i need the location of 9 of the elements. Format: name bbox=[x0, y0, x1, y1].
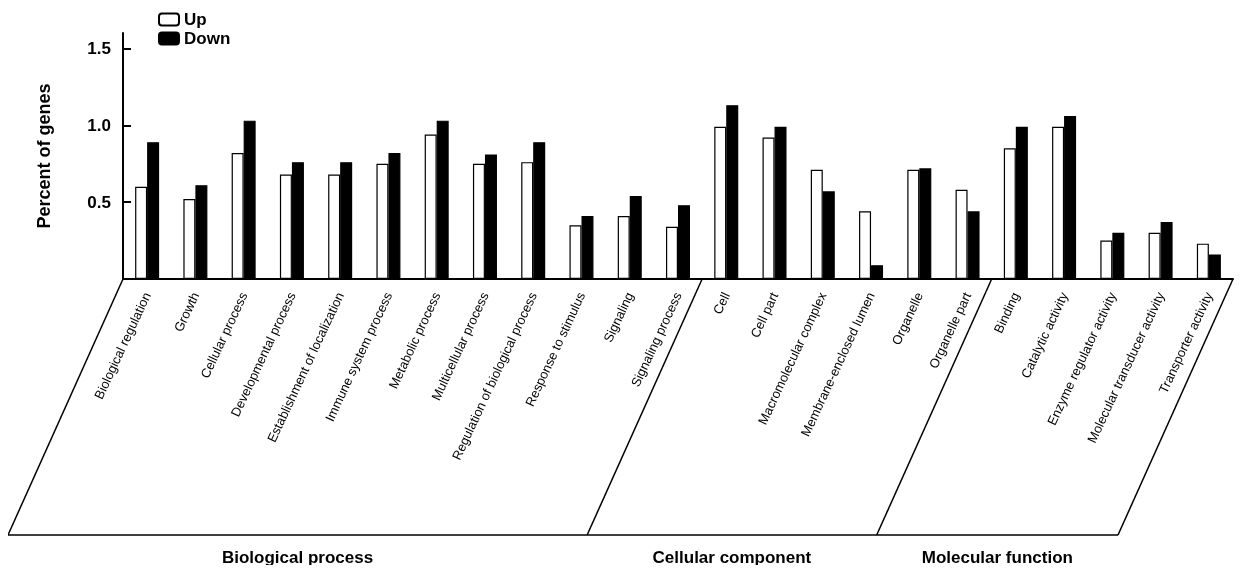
legend-label: Down bbox=[184, 29, 231, 48]
legend-label: Up bbox=[184, 10, 207, 29]
y-tick-label: 0.5 bbox=[87, 192, 111, 212]
x-tick-label: Cell bbox=[710, 289, 734, 317]
x-tick-label: Cell part bbox=[747, 289, 782, 340]
y-tick-label: 1.5 bbox=[87, 38, 111, 58]
y-tick-label: 1.0 bbox=[87, 115, 111, 135]
text: Molecular function bbox=[921, 547, 1073, 567]
y-axis-title: Percent of genes bbox=[34, 83, 54, 229]
